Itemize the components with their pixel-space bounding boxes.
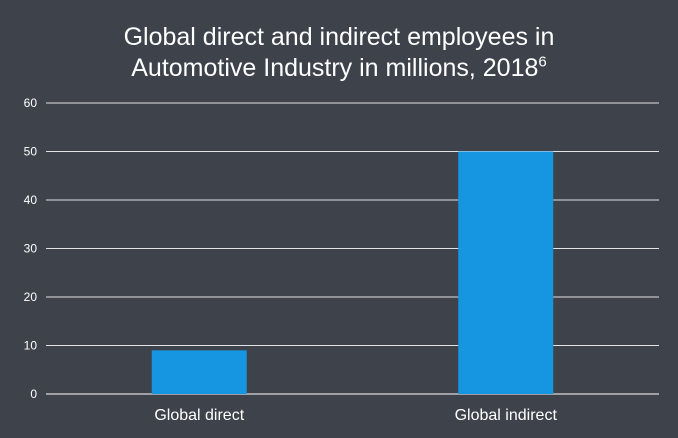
bar-global-direct: [151, 350, 247, 394]
chart-title-superscript: 6: [538, 53, 547, 71]
chart-title-line-2: Automotive Industry in millions, 2018: [131, 54, 539, 82]
y-tick-label: 20: [24, 290, 38, 304]
chart-title-line-1: Global direct and indirect employees in: [123, 23, 555, 51]
y-tick-label: 60: [24, 96, 38, 110]
y-tick-label: 30: [24, 242, 38, 256]
y-tick-label: 50: [24, 145, 38, 159]
bar-global-indirect: [458, 151, 554, 394]
y-tick-label: 0: [30, 387, 37, 401]
bars: [151, 151, 554, 394]
x-axis-categories: Global direct Global indirect: [154, 407, 557, 424]
chart-title: Global direct and indirect employees in …: [0, 22, 678, 84]
y-tick-label: 10: [24, 339, 38, 353]
x-category-label: Global indirect: [455, 407, 558, 424]
gridlines: [46, 102, 659, 395]
y-axis-ticks: 0 10 20 30 40 50 60: [24, 96, 38, 401]
y-tick-label: 40: [24, 193, 38, 207]
x-category-label: Global direct: [154, 407, 244, 424]
